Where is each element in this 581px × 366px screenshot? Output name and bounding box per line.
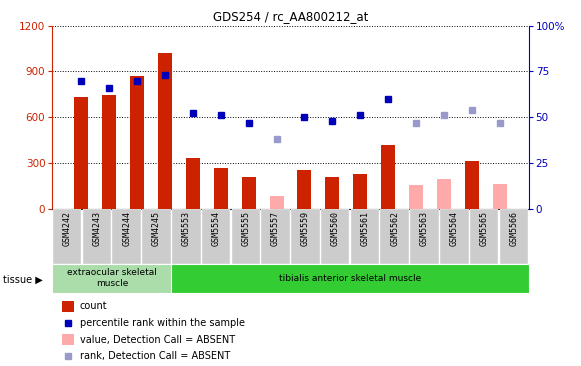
Text: GSM5563: GSM5563 [420, 211, 429, 246]
Bar [113, 209, 141, 264]
Bar [74, 97, 88, 209]
Bar [261, 209, 290, 264]
Text: tissue ▶: tissue ▶ [3, 275, 42, 285]
Text: GSM5560: GSM5560 [331, 211, 340, 246]
Bar [351, 209, 379, 264]
Bar [172, 209, 200, 264]
Bar [493, 184, 507, 209]
Bar [83, 209, 111, 264]
Bar [437, 179, 451, 209]
Text: percentile rank within the sample: percentile rank within the sample [80, 318, 245, 328]
Bar [381, 209, 409, 264]
Bar [102, 95, 116, 209]
Bar [321, 209, 349, 264]
Bar [186, 158, 200, 209]
Text: tibialis anterior skeletal muscle: tibialis anterior skeletal muscle [279, 274, 421, 283]
Text: GSM4243: GSM4243 [92, 211, 102, 246]
Bar [291, 209, 320, 264]
Bar [130, 76, 144, 209]
Text: GSM4242: GSM4242 [63, 211, 71, 246]
Text: GSM4245: GSM4245 [152, 211, 161, 246]
Text: GSM5557: GSM5557 [271, 211, 280, 246]
Bar [62, 300, 74, 312]
Bar [409, 185, 423, 209]
Text: GSM5561: GSM5561 [360, 211, 370, 246]
Bar [297, 170, 311, 209]
Bar [214, 168, 228, 209]
Text: GSM5554: GSM5554 [211, 211, 221, 246]
Bar [171, 264, 529, 293]
Bar [325, 177, 339, 209]
Text: GSM4244: GSM4244 [122, 211, 131, 246]
Text: GSM5564: GSM5564 [450, 211, 459, 246]
Bar [353, 173, 367, 209]
Bar [242, 178, 256, 209]
Bar [465, 161, 479, 209]
Bar [52, 264, 171, 293]
Text: GSM5566: GSM5566 [510, 211, 518, 246]
Bar [381, 145, 395, 209]
Text: count: count [80, 301, 107, 311]
Bar [500, 209, 528, 264]
Bar [232, 209, 260, 264]
Text: extraocular skeletal
muscle: extraocular skeletal muscle [67, 268, 157, 288]
Bar [202, 209, 230, 264]
Bar [142, 209, 171, 264]
Text: GSM5559: GSM5559 [301, 211, 310, 246]
Text: value, Detection Call = ABSENT: value, Detection Call = ABSENT [80, 335, 235, 344]
Bar [158, 53, 172, 209]
Text: rank, Detection Call = ABSENT: rank, Detection Call = ABSENT [80, 351, 230, 361]
Bar [62, 334, 74, 345]
Text: GSM5553: GSM5553 [182, 211, 191, 246]
Bar [440, 209, 468, 264]
Bar [53, 209, 81, 264]
Text: GSM5565: GSM5565 [479, 211, 489, 246]
Title: GDS254 / rc_AA800212_at: GDS254 / rc_AA800212_at [213, 10, 368, 23]
Bar [270, 197, 284, 209]
Bar [410, 209, 439, 264]
Bar [470, 209, 498, 264]
Text: GSM5562: GSM5562 [390, 211, 399, 246]
Text: GSM5555: GSM5555 [241, 211, 250, 246]
